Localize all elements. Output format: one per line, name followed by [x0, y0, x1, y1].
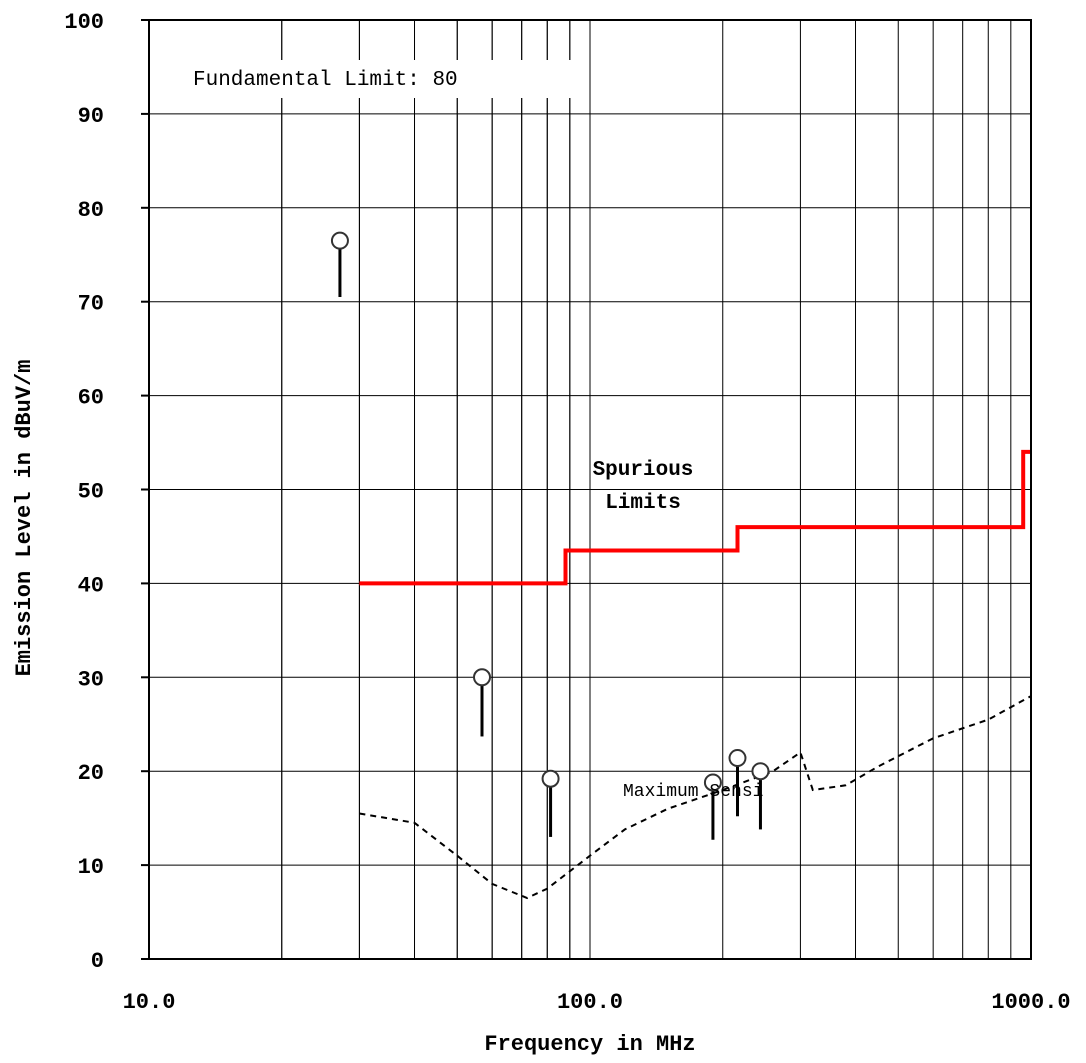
limit-line: [359, 449, 1031, 586]
measurement-point: [541, 769, 560, 788]
x-tick-label: 100.0: [557, 990, 623, 1015]
measurement-point: [703, 773, 722, 792]
y-tick-labels: 0 10 20 30 40 50 60 70 80 90 100: [64, 10, 149, 974]
y-tick-label: 90: [78, 104, 104, 129]
y-tick-label: 60: [78, 386, 104, 411]
sensitivity-line: [359, 695, 1032, 900]
y-tick-label: 40: [78, 573, 104, 598]
grid-lines: [149, 20, 1031, 959]
x-tick-label: 1000.0: [991, 990, 1070, 1015]
y-tick-label: 30: [78, 667, 104, 692]
y-tick-label: 10: [78, 855, 104, 880]
y-tick-label: 50: [78, 480, 104, 505]
y-tick-label: 70: [78, 292, 104, 317]
x-tick-label: 10.0: [123, 990, 176, 1015]
x-axis-label: Frequency in MHz: [484, 1032, 695, 1057]
sensitivity-curve: [359, 695, 1032, 900]
y-axis-label: Emission Level in dBuV/m: [12, 360, 37, 677]
fundamental-limit-label: Fundamental Limit: 80: [193, 69, 458, 92]
measurement-point: [330, 231, 349, 250]
x-tick-labels: 10.0 100.0 1000.0: [123, 990, 1071, 1015]
y-tick-label: 80: [78, 198, 104, 223]
measurement-markers: [330, 231, 770, 840]
spurious-limit-line: [359, 449, 1031, 586]
y-tick-label: 0: [91, 949, 104, 974]
sensitivity-label: Maximum Sensi: [623, 782, 763, 802]
measurement-point: [751, 762, 770, 781]
measurement-point: [473, 668, 492, 687]
y-tick-label: 100: [64, 10, 104, 35]
measurement-point: [728, 749, 747, 768]
fundamental-label-bg: [190, 60, 580, 98]
spurious-label-line2: Limits: [605, 492, 681, 515]
y-tick-label: 20: [78, 761, 104, 786]
spurious-label-line1: Spurious: [593, 459, 694, 482]
